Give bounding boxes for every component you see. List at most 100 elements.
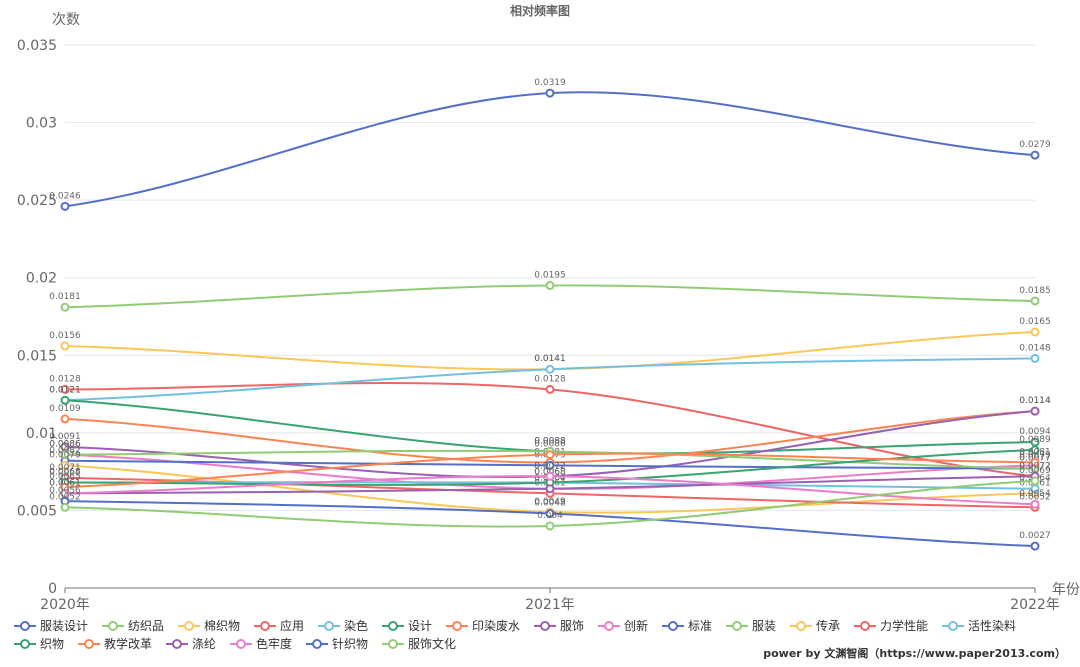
data-point[interactable]: [60, 414, 70, 424]
legend-marker-icon: [260, 621, 270, 631]
data-label: 0.0072: [534, 461, 566, 471]
data-label: 0.0048: [534, 499, 566, 509]
data-point[interactable]: [545, 471, 555, 481]
legend-item[interactable]: 印染废水: [446, 618, 520, 633]
legend-item[interactable]: 服饰: [534, 619, 584, 633]
data-point[interactable]: [1030, 476, 1040, 486]
data-label: 0.0109: [49, 404, 81, 414]
y-tick-label: 0: [48, 581, 57, 597]
data-point[interactable]: [545, 521, 555, 531]
legend-item[interactable]: 设计: [382, 619, 432, 633]
data-point[interactable]: [1030, 457, 1040, 467]
data-label: 0.0089: [1019, 435, 1051, 445]
legend-item[interactable]: 教学改革: [78, 636, 152, 651]
legend-marker-icon: [312, 639, 322, 649]
data-point[interactable]: [1030, 327, 1040, 337]
legend-item[interactable]: 传承: [790, 618, 840, 633]
legend-item[interactable]: 针织物: [306, 636, 368, 651]
data-point[interactable]: [545, 88, 555, 98]
data-label: 0.0079: [1019, 450, 1051, 460]
data-label: 0.0052: [49, 492, 81, 502]
data-point[interactable]: [545, 280, 555, 290]
legend-item[interactable]: 服装设计: [14, 619, 88, 633]
legend-item[interactable]: 色牢度: [230, 636, 292, 651]
data-point[interactable]: [60, 384, 70, 394]
legend-item[interactable]: 创新: [598, 618, 648, 633]
legend-label: 传承: [816, 618, 840, 633]
data-point[interactable]: [60, 450, 70, 460]
data-label: 0.0052: [1019, 492, 1051, 502]
data-label: 0.0068: [49, 468, 81, 478]
data-label: 0.0185: [1019, 286, 1051, 296]
data-label: 0.0141: [534, 354, 566, 364]
data-point[interactable]: [1030, 353, 1040, 363]
legend-label: 染色: [344, 618, 368, 633]
x-tick-label: 2021年: [525, 597, 575, 613]
legend: 服装设计 纺织品 棉织物 应用 染色 设计 印染废水 服饰 创新 标准 服装 传承 力学性能 活性染料织物…: [14, 618, 1016, 651]
y-tick-label: 0.01: [26, 426, 57, 442]
data-point[interactable]: [545, 384, 555, 394]
data-label: 0.0141: [534, 354, 566, 364]
data-point[interactable]: [60, 395, 70, 405]
data-point[interactable]: [1030, 150, 1040, 160]
legend-marker-icon: [732, 621, 742, 631]
legend-item[interactable]: 涤纶: [166, 637, 216, 651]
data-point[interactable]: [545, 450, 555, 460]
data-label: 0.0079: [49, 450, 81, 460]
series: 0.0181 0.0195 0.0185: [49, 270, 1051, 312]
data-label: 0.0181: [49, 292, 81, 302]
data-point[interactable]: [545, 509, 555, 519]
data-point[interactable]: [545, 484, 555, 494]
series: 0.0052 0.004 0.0069: [49, 466, 1051, 531]
legend-label: 活性染料: [968, 618, 1016, 633]
legend-item[interactable]: 力学性能: [854, 618, 928, 633]
data-label: 0.0086: [49, 440, 81, 450]
legend-marker-icon: [860, 621, 870, 631]
legend-item[interactable]: 染色: [318, 618, 368, 633]
y-tick-label: 0.015: [17, 348, 57, 364]
data-point[interactable]: [545, 364, 555, 374]
data-point[interactable]: [60, 302, 70, 312]
data-label: 0.0114: [1019, 396, 1051, 406]
legend-item[interactable]: 纺织品: [102, 619, 164, 633]
legend-marker-icon: [540, 621, 550, 631]
data-label: 0.0072: [1019, 461, 1051, 471]
legend-label: 棉织物: [204, 619, 240, 633]
data-point[interactable]: [1030, 296, 1040, 306]
y-tick-label: 0.035: [17, 38, 57, 54]
series: 0.0065 0.0086 0.0081: [49, 440, 1051, 492]
x-axis-label: 年份: [1052, 582, 1080, 598]
legend-label: 纺织品: [128, 619, 164, 633]
data-label: 0.0088: [534, 436, 566, 446]
legend-item[interactable]: 标准: [662, 619, 712, 633]
series-line: [64, 91, 1036, 208]
data-point[interactable]: [1030, 445, 1040, 455]
legend-item[interactable]: 服装: [726, 619, 776, 633]
legend-label: 印染废水: [472, 618, 520, 633]
legend-item[interactable]: 棉织物: [178, 619, 240, 633]
data-point[interactable]: [60, 460, 70, 470]
data-point[interactable]: [545, 460, 555, 470]
data-point[interactable]: [1030, 541, 1040, 551]
legend-item[interactable]: 活性染料: [942, 618, 1016, 633]
legend-marker-icon: [452, 621, 462, 631]
legend-item[interactable]: 织物: [14, 637, 64, 651]
data-point[interactable]: [1030, 406, 1040, 416]
data-point[interactable]: [60, 502, 70, 512]
legend-label: 应用: [280, 618, 304, 633]
legend-marker-icon: [108, 621, 118, 631]
legend-marker-icon: [668, 621, 678, 631]
y-tick-label: 0.025: [17, 193, 57, 209]
data-label: 0.0121: [49, 385, 81, 395]
series: 0.0156 0.0141 0.0165: [49, 317, 1051, 374]
legend-marker-icon: [20, 621, 30, 631]
data-point[interactable]: [60, 341, 70, 351]
legend-item[interactable]: 服饰文化: [382, 636, 456, 651]
data-point[interactable]: [1030, 499, 1040, 509]
data-label: 0.0114: [1019, 396, 1051, 406]
series-group: 0.02460.03190.02790.01810.01950.01850.01…: [49, 78, 1051, 551]
legend-item[interactable]: 应用: [254, 618, 304, 633]
data-label: 0.0165: [1019, 317, 1051, 327]
data-point[interactable]: [60, 201, 70, 211]
